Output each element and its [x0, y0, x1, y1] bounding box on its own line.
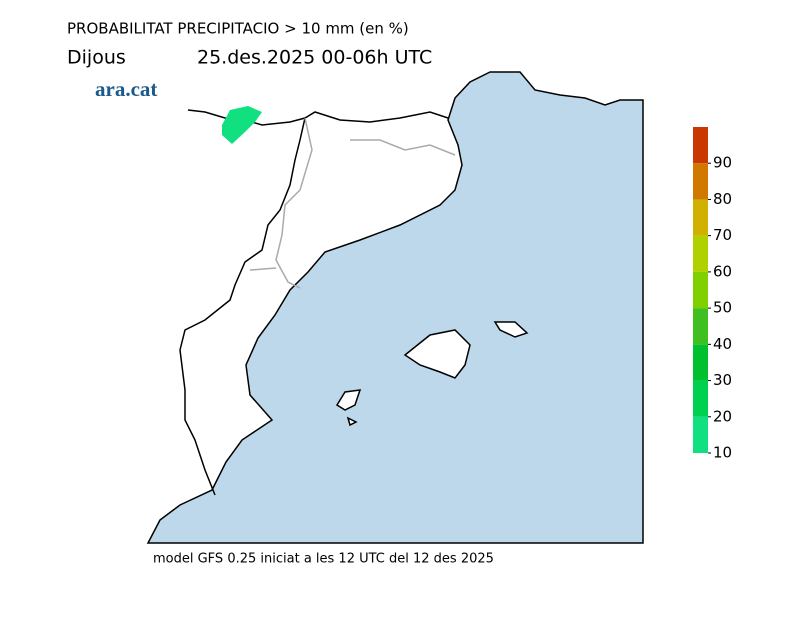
region-border — [179, 117, 306, 496]
colorbar-segment — [693, 199, 708, 236]
colorbar-segment — [693, 235, 708, 272]
menorca — [493, 321, 529, 338]
colorbar-label: 40 — [713, 335, 732, 353]
map — [146, 71, 644, 544]
period: 25.des.2025 00-06h UTC — [197, 47, 432, 69]
colorbar-label: 70 — [713, 226, 732, 244]
colorbar-label: 80 — [713, 190, 732, 208]
colorbar-segment — [693, 416, 708, 453]
precip-area — [222, 106, 262, 144]
sea — [146, 71, 644, 544]
colorbar-label: 50 — [713, 299, 732, 317]
province-borders — [249, 117, 456, 289]
mallorca — [403, 329, 471, 379]
logo: ara.cat — [95, 77, 157, 101]
colorbar-segment — [693, 163, 708, 200]
colorbar-label: 10 — [713, 444, 732, 462]
colorbar-label: 60 — [713, 262, 732, 280]
eivissa — [335, 389, 362, 427]
day: Dijous — [67, 47, 126, 69]
colorbar-segment — [693, 380, 708, 417]
footer: model GFS 0.25 iniciat a les 12 UTC del … — [153, 552, 494, 567]
title: PROBABILITAT PRECIPITACIO > 10 mm (en %) — [67, 20, 409, 38]
colorbar-segment — [693, 127, 708, 164]
colorbar: 10 20 30 40 50 60 70 80 90 — [693, 127, 732, 462]
colorbar-segment — [693, 308, 708, 345]
colorbar-segment — [693, 271, 708, 309]
colorbar-label: 90 — [713, 154, 732, 172]
colorbar-segment — [693, 344, 708, 381]
colorbar-label: 20 — [713, 407, 732, 425]
colorbar-label: 30 — [713, 371, 732, 389]
